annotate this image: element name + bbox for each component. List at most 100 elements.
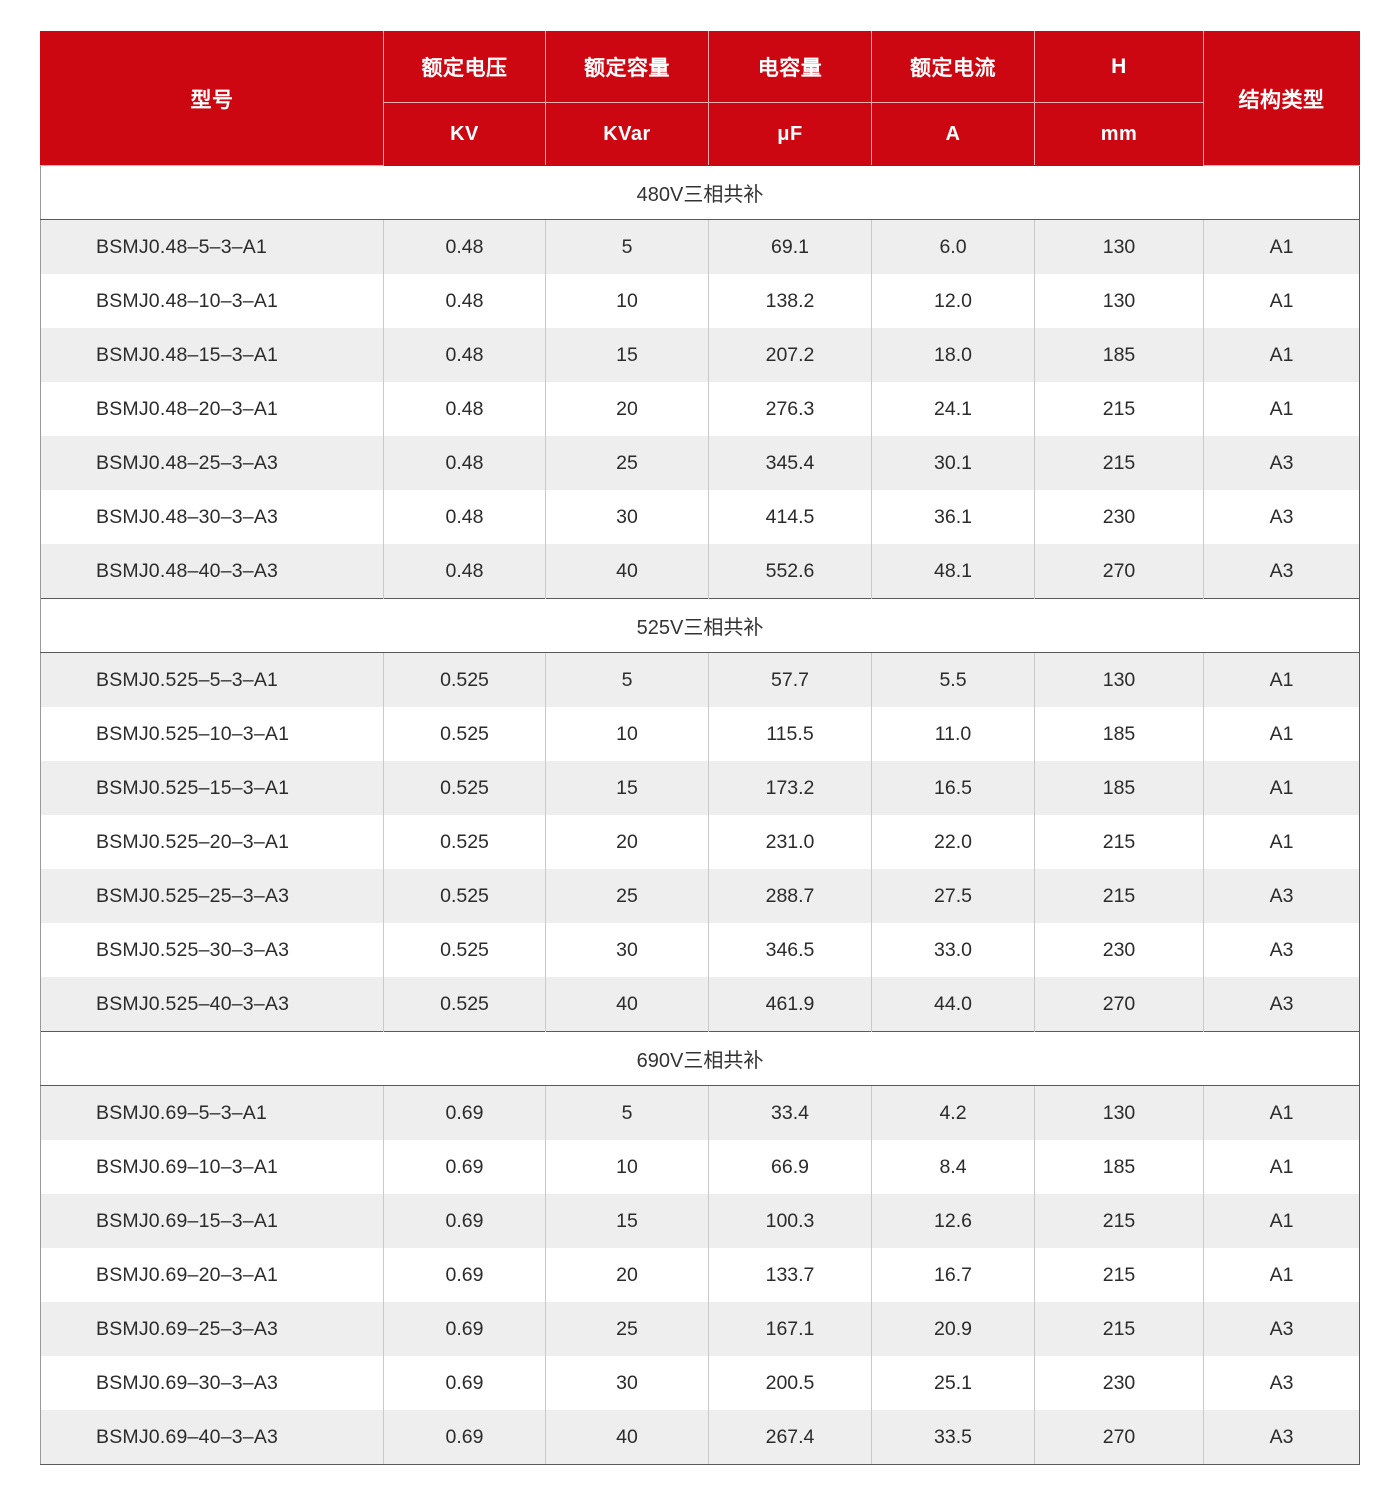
cell-rated-voltage: 0.525 [383,815,546,869]
table-row[interactable]: BSMJ0.48–15–3–A1 0.48 15 207.2 18.0 185 A1 [40,328,1360,382]
cell-rated-capacity: 40 [545,1410,709,1465]
cell-capacitance: 69.1 [708,219,872,274]
cell-height: 215 [1034,815,1204,869]
cell-model: BSMJ0.48–30–3–A3 [40,490,384,544]
table-row[interactable]: BSMJ0.48–30–3–A3 0.48 30 414.5 36.1 230 A3 [40,490,1360,544]
cell-rated-current: 24.1 [871,382,1035,436]
cell-model: BSMJ0.525–15–3–A1 [40,761,384,815]
cell-height: 215 [1034,436,1204,490]
cell-height: 130 [1034,1085,1204,1140]
cell-rated-current: 8.4 [871,1140,1035,1194]
cell-height: 230 [1034,490,1204,544]
table-row[interactable]: BSMJ0.69–10–3–A1 0.69 10 66.9 8.4 185 A1 [40,1140,1360,1194]
cell-rated-voltage: 0.525 [383,869,546,923]
cell-height: 270 [1034,977,1204,1032]
cell-rated-capacity: 15 [545,761,709,815]
table-row[interactable]: BSMJ0.48–10–3–A1 0.48 10 138.2 12.0 130 A1 [40,274,1360,328]
cell-rated-capacity: 20 [545,382,709,436]
table-row[interactable]: BSMJ0.48–20–3–A1 0.48 20 276.3 24.1 215 A1 [40,382,1360,436]
cell-rated-capacity: 25 [545,436,709,490]
cell-rated-capacity: 30 [545,1356,709,1410]
cell-capacitance: 276.3 [708,382,872,436]
cell-structure-type: A3 [1203,1410,1360,1465]
cell-model: BSMJ0.69–10–3–A1 [40,1140,384,1194]
cell-height: 215 [1034,1248,1204,1302]
cell-capacitance: 414.5 [708,490,872,544]
cell-rated-voltage: 0.48 [383,490,546,544]
section-header-row: 480V三相共补 [40,165,1360,220]
cell-rated-current: 25.1 [871,1356,1035,1410]
cell-model: BSMJ0.525–40–3–A3 [40,977,384,1032]
cell-rated-capacity: 10 [545,274,709,328]
cell-rated-capacity: 20 [545,815,709,869]
col-header-rated-capacity: 额定容量 [545,31,709,103]
cell-capacitance: 200.5 [708,1356,872,1410]
unit-header-uf: μF [708,102,872,166]
cell-capacitance: 267.4 [708,1410,872,1465]
table-row[interactable]: BSMJ0.525–25–3–A3 0.525 25 288.7 27.5 215 A3 [40,869,1360,923]
table-row[interactable]: BSMJ0.525–30–3–A3 0.525 30 346.5 33.0 230 A3 [40,923,1360,977]
cell-capacitance: 66.9 [708,1140,872,1194]
cell-model: BSMJ0.48–20–3–A1 [40,382,384,436]
cell-model: BSMJ0.69–5–3–A1 [40,1085,384,1140]
cell-height: 185 [1034,707,1204,761]
cell-capacitance: 33.4 [708,1085,872,1140]
cell-rated-capacity: 10 [545,707,709,761]
table-row[interactable]: BSMJ0.525–20–3–A1 0.525 20 231.0 22.0 215 A1 [40,815,1360,869]
table-row[interactable]: BSMJ0.525–40–3–A3 0.525 40 461.9 44.0 270 A3 [40,977,1360,1032]
cell-structure-type: A3 [1203,977,1360,1032]
cell-capacitance: 346.5 [708,923,872,977]
section-header-row: 525V三相共补 [40,598,1360,653]
cell-rated-capacity: 30 [545,490,709,544]
cell-rated-current: 48.1 [871,544,1035,599]
col-header-structure-type: 结构类型 [1203,31,1360,166]
cell-rated-voltage: 0.525 [383,652,546,707]
table-row[interactable]: BSMJ0.48–5–3–A1 0.48 5 69.1 6.0 130 A1 [40,219,1360,274]
cell-height: 270 [1034,544,1204,599]
table-row[interactable]: BSMJ0.69–25–3–A3 0.69 25 167.1 20.9 215 A3 [40,1302,1360,1356]
cell-rated-current: 33.0 [871,923,1035,977]
table-body: 480V三相共补 BSMJ0.48–5–3–A1 0.48 5 69.1 6.0 130 A1… [40,165,1360,1465]
table-row[interactable]: BSMJ0.525–10–3–A1 0.525 10 115.5 11.0 185 A1 [40,707,1360,761]
table-row[interactable]: BSMJ0.525–5–3–A1 0.525 5 57.7 5.5 130 A1 [40,652,1360,707]
cell-model: BSMJ0.525–25–3–A3 [40,869,384,923]
cell-structure-type: A1 [1203,761,1360,815]
cell-rated-voltage: 0.48 [383,328,546,382]
cell-capacitance: 552.6 [708,544,872,599]
cell-model: BSMJ0.48–5–3–A1 [40,219,384,274]
section-header-row: 690V三相共补 [40,1031,1360,1086]
cell-height: 215 [1034,1194,1204,1248]
cell-rated-capacity: 20 [545,1248,709,1302]
cell-rated-voltage: 0.48 [383,219,546,274]
cell-rated-voltage: 0.48 [383,274,546,328]
cell-capacitance: 167.1 [708,1302,872,1356]
section-title: 690V三相共补 [40,1031,1360,1086]
cell-structure-type: A3 [1203,1356,1360,1410]
table-row[interactable]: BSMJ0.525–15–3–A1 0.525 15 173.2 16.5 185 A1 [40,761,1360,815]
cell-capacitance: 207.2 [708,328,872,382]
table-row[interactable]: BSMJ0.69–20–3–A1 0.69 20 133.7 16.7 215 A1 [40,1248,1360,1302]
cell-structure-type: A1 [1203,274,1360,328]
cell-height: 230 [1034,923,1204,977]
unit-header-a: A [871,102,1035,166]
table-row[interactable]: BSMJ0.69–30–3–A3 0.69 30 200.5 25.1 230 A3 [40,1356,1360,1410]
table-row[interactable]: BSMJ0.69–15–3–A1 0.69 15 100.3 12.6 215 A1 [40,1194,1360,1248]
cell-rated-current: 22.0 [871,815,1035,869]
table-row[interactable]: BSMJ0.48–25–3–A3 0.48 25 345.4 30.1 215 A3 [40,436,1360,490]
cell-rated-capacity: 5 [545,219,709,274]
table-row[interactable]: BSMJ0.48–40–3–A3 0.48 40 552.6 48.1 270 A3 [40,544,1360,599]
cell-model: BSMJ0.525–10–3–A1 [40,707,384,761]
table-row[interactable]: BSMJ0.69–40–3–A3 0.69 40 267.4 33.5 270 A3 [40,1410,1360,1465]
table-header: 型号 额定电压 额定容量 电容量 额定电流 H 结构类型 KV KVar μF … [40,31,1360,166]
capacitor-spec-table: 型号 额定电压 额定容量 电容量 额定电流 H 结构类型 KV KVar μF … [40,31,1360,1465]
table-row[interactable]: BSMJ0.69–5–3–A1 0.69 5 33.4 4.2 130 A1 [40,1085,1360,1140]
cell-rated-voltage: 0.69 [383,1302,546,1356]
cell-rated-voltage: 0.69 [383,1140,546,1194]
cell-structure-type: A3 [1203,436,1360,490]
cell-model: BSMJ0.48–40–3–A3 [40,544,384,599]
cell-model: BSMJ0.69–25–3–A3 [40,1302,384,1356]
header-row-names: 型号 额定电压 额定容量 电容量 额定电流 H 结构类型 [40,31,1360,166]
cell-structure-type: A1 [1203,652,1360,707]
cell-rated-current: 20.9 [871,1302,1035,1356]
